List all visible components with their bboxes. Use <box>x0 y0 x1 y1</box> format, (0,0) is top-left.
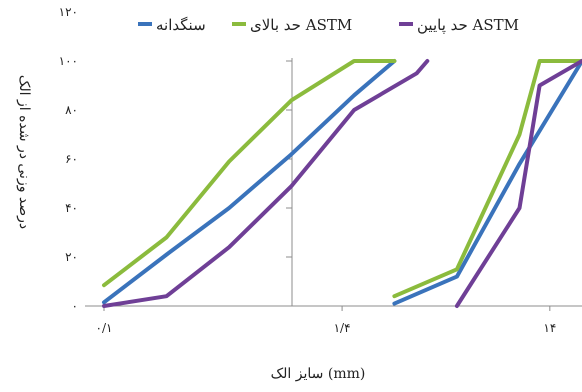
x-axis-title: سایز الک (mm) <box>271 366 366 382</box>
x-tick-label: ۱/۴ <box>334 321 351 335</box>
y-tick-label: ۱۲۰ <box>59 5 78 19</box>
legend-label: حد بالای ASTM <box>250 16 352 34</box>
y-tick-label: ۴۰ <box>65 201 78 215</box>
series-line-1-segment-0 <box>102 59 397 288</box>
legend-label: حد پایین ASTM <box>417 16 519 34</box>
legend: سنگدانه حد بالای ASTM حد پایین ASTM <box>138 16 519 34</box>
y-tick-label: ۰ <box>72 299 78 313</box>
x-tick-label: ۱۴ <box>543 321 556 335</box>
tick-labels: ۰ ۲۰ ۴۰ ۶۰ ۸۰ ۱۰۰ ۱۲۰ ۰/۱ ۱/۴ ۱۴ <box>59 5 557 335</box>
y-tick-label: ۶۰ <box>65 152 78 166</box>
y-tick-label: ۲۰ <box>65 250 78 264</box>
x-tick-label: ۰/۱ <box>96 321 113 335</box>
series-lines <box>102 59 582 308</box>
series-line-0-segment-1 <box>392 59 582 306</box>
legend-label: سنگدانه <box>156 16 206 34</box>
y-tick-label: ۱۰۰ <box>59 54 78 68</box>
y-tick-label: ۸۰ <box>65 103 78 117</box>
series-line-2-segment-1 <box>454 59 582 308</box>
y-axis-title: درصد وزنی در شده از الک <box>16 75 32 229</box>
series-line-2-segment-0 <box>102 59 430 308</box>
series-line-0-segment-0 <box>102 59 397 305</box>
series-line-1-segment-1 <box>392 59 582 299</box>
